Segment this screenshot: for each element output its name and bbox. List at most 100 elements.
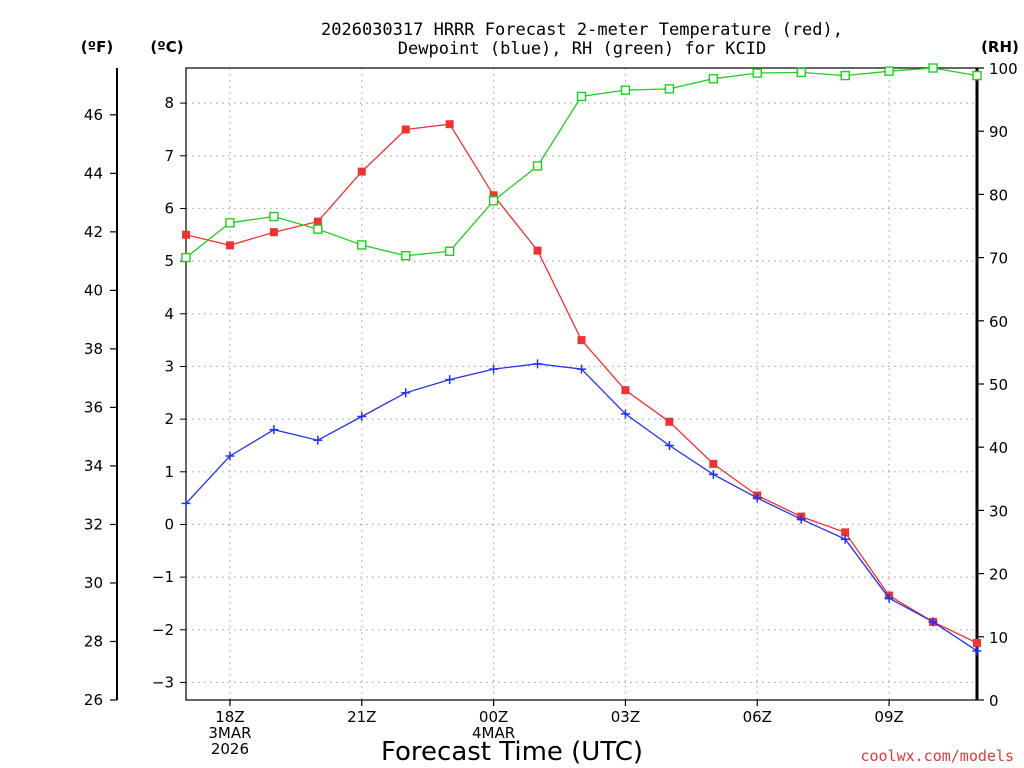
rh-tick-label: 60 — [989, 313, 1008, 331]
x-tick-label: 4MAR — [472, 724, 515, 742]
rh-tick-label: 90 — [989, 123, 1008, 141]
temperature-point — [973, 638, 981, 647]
rh-point — [928, 63, 938, 73]
rh-tick-label: 50 — [989, 376, 1008, 394]
rh-tick-label: 70 — [989, 250, 1008, 268]
celsius-unit-label: (ºC) — [150, 38, 183, 56]
fahrenheit-unit-label: (ºF) — [81, 38, 113, 56]
rh-point — [752, 68, 762, 78]
temperature-point — [489, 191, 498, 200]
series — [181, 63, 982, 656]
temperature-point — [182, 230, 190, 239]
rh-point — [269, 211, 279, 222]
rh-tick-label: 40 — [989, 439, 1008, 457]
rh-tick-label: 20 — [989, 566, 1008, 584]
dewpoint-point — [840, 534, 850, 544]
rh-point — [357, 240, 367, 250]
rh-point — [972, 70, 982, 81]
chart-title-line1: 2026030317 HRRR Forecast 2-meter Tempera… — [321, 20, 843, 40]
rh-tick-label: 100 — [989, 60, 1018, 78]
x-tick-label: 3MAR — [208, 724, 251, 742]
temperature-point — [621, 386, 630, 395]
fahrenheit-tick-label: 30 — [84, 574, 103, 592]
credit-text: coolwx.com/models — [860, 747, 1014, 765]
fahrenheit-tick-label: 46 — [84, 106, 103, 124]
dewpoint-point — [577, 364, 586, 374]
rh-tick-label: 10 — [989, 629, 1008, 647]
rh-point — [840, 70, 850, 81]
rh-point — [401, 251, 411, 261]
fahrenheit-tick-label: 36 — [84, 398, 103, 416]
fahrenheit-tick-label: 32 — [84, 515, 103, 533]
x-tick-label: 21Z — [347, 708, 376, 726]
axes: −3−2−10123456782628303234363840424446010… — [84, 60, 1018, 710]
celsius-tick-label: 2 — [164, 410, 174, 428]
dewpoint-point — [796, 514, 806, 524]
rh-tick-label: 30 — [989, 502, 1008, 520]
fahrenheit-tick-label: 34 — [84, 457, 103, 475]
rh-point — [576, 91, 587, 102]
dewpoint-point — [489, 364, 499, 374]
rh-point — [181, 252, 191, 263]
dewpoint-point — [357, 411, 367, 421]
dewpoint-line — [185, 363, 978, 652]
fahrenheit-tick-label: 26 — [84, 691, 103, 709]
celsius-tick-label: 0 — [164, 515, 174, 533]
temperature-point — [445, 120, 454, 129]
dewpoint-point — [664, 440, 674, 450]
dewpoint-point — [928, 617, 938, 627]
fahrenheit-tick-label: 28 — [84, 632, 103, 650]
dewpoint-point — [620, 409, 630, 419]
dewpoint-point — [401, 388, 411, 398]
dewpoint-point — [225, 451, 235, 461]
rh-point — [532, 161, 543, 171]
celsius-tick-label: −1 — [152, 568, 174, 586]
rh-point — [313, 224, 323, 234]
chart-title-line2: Dewpoint (blue), RH (green) for KCID — [398, 39, 766, 59]
temperature-point — [313, 217, 322, 226]
celsius-tick-label: −3 — [152, 673, 174, 691]
x-tick-label: 18Z — [215, 708, 244, 726]
gridlines — [186, 68, 977, 700]
dewpoint-point — [884, 593, 894, 603]
plot-frame — [185, 67, 978, 701]
temperature-line — [185, 123, 978, 644]
celsius-tick-label: 4 — [164, 305, 174, 323]
x-axis-label: Forecast Time (UTC) — [381, 737, 643, 767]
x-tick-label: 2026 — [211, 740, 249, 758]
celsius-tick-label: 3 — [164, 357, 174, 375]
rh-tick-label: 0 — [989, 692, 999, 710]
dewpoint-point — [752, 493, 762, 503]
x-tick-label: 03Z — [611, 708, 640, 726]
dewpoint-point — [181, 498, 191, 508]
dewpoint-point — [269, 425, 279, 435]
temperature-point — [577, 336, 586, 345]
temperature-point — [709, 459, 718, 468]
fahrenheit-tick-label: 38 — [84, 340, 103, 358]
temperature-point — [841, 528, 850, 537]
rh-point — [488, 196, 499, 206]
temperature-point — [225, 241, 234, 250]
celsius-tick-label: 5 — [164, 252, 174, 270]
rh-point — [620, 85, 631, 95]
rh-point — [444, 246, 455, 256]
celsius-tick-label: 8 — [164, 94, 174, 112]
rh-point — [225, 218, 235, 228]
x-tick-label: 00Z — [479, 708, 508, 726]
celsius-tick-label: −2 — [152, 621, 174, 639]
temperature-point — [357, 167, 366, 176]
celsius-tick-label: 7 — [164, 147, 174, 165]
dewpoint-point — [533, 359, 543, 369]
rh-unit-label: (RH) — [981, 38, 1019, 56]
rh-point — [796, 67, 806, 78]
temperature-point — [269, 228, 278, 237]
temperature-point — [533, 246, 542, 255]
dewpoint-point — [708, 469, 718, 479]
fahrenheit-tick-label: 40 — [84, 281, 103, 299]
dewpoint-point — [445, 375, 455, 385]
rh-point — [664, 84, 675, 94]
rh-point — [708, 74, 719, 84]
dewpoint-point — [313, 435, 323, 445]
